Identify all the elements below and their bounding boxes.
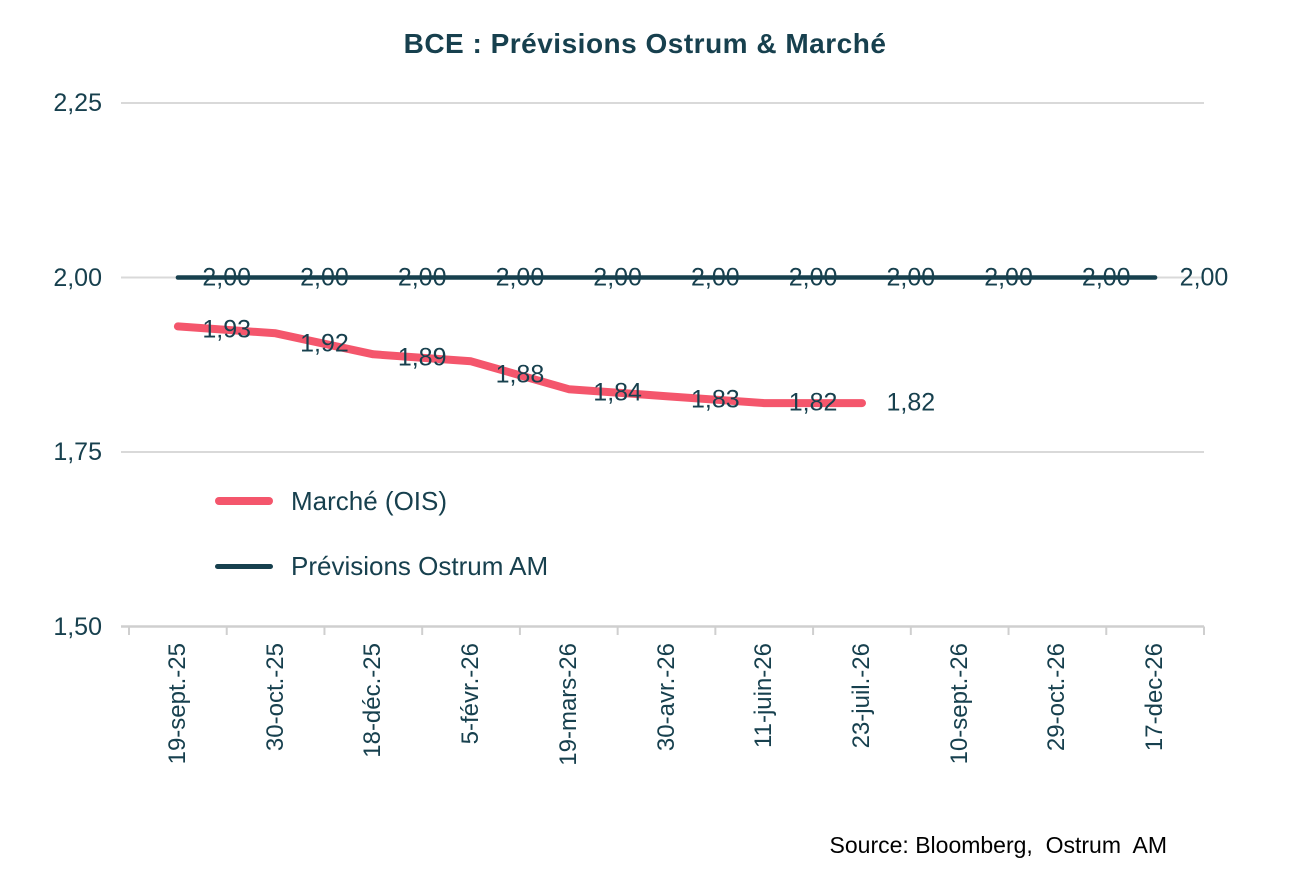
x-tick-label: 18-déc.-25 (359, 642, 387, 758)
y-tick-label: 2,00 (53, 263, 102, 292)
data-label: 2,00 (984, 263, 1033, 291)
x-tick-label: 23-juil.-26 (847, 642, 875, 748)
legend-item-0: Marché (OIS) (215, 485, 447, 517)
data-label: 1,92 (300, 329, 349, 358)
legend-line-swatch (215, 497, 273, 505)
legend-label: Marché (OIS) (291, 485, 448, 516)
chart-title: BCE : Prévisions Ostrum & Marché (403, 28, 887, 59)
data-label: 2,00 (397, 263, 447, 291)
data-label: 2,00 (691, 263, 740, 291)
data-label: 2,00 (202, 263, 252, 291)
x-tick-label: 30-avr.-26 (652, 642, 680, 751)
x-tick-label: 19-sept.-25 (163, 642, 191, 764)
source-note: Source: Bloomberg, Ostrum AM (829, 832, 1167, 858)
legend-line-swatch (215, 563, 273, 569)
data-label: 2,00 (593, 263, 642, 291)
data-label: 1,89 (397, 343, 447, 372)
data-label: 2,00 (788, 263, 838, 291)
data-label: 2,00 (886, 263, 936, 291)
data-label: 2,00 (495, 263, 545, 291)
data-label: 1,82 (788, 388, 838, 417)
legend-item-1: Prévisions Ostrum AM (215, 550, 548, 582)
x-tick-label: 19-mars-26 (554, 642, 582, 766)
series-line-0 (173, 322, 866, 408)
data-label: 2,00 (1081, 263, 1131, 291)
y-tick-label: 1,50 (53, 612, 102, 641)
x-tick-label: 5-févr.-26 (457, 642, 485, 744)
data-label: 2,00 (1179, 263, 1229, 291)
x-tick-label: 11-juin-26 (750, 642, 778, 748)
x-tick-label: 30-oct.-25 (261, 642, 289, 751)
data-label: 1,93 (202, 315, 252, 344)
data-label: 1,83 (691, 385, 740, 414)
x-tick-label: 10-sept.-26 (945, 642, 973, 764)
data-label: 1,84 (593, 378, 642, 407)
x-tick-label: 17-dec-26 (1141, 642, 1169, 751)
data-label: 1,88 (495, 360, 545, 389)
x-tick-label: 29-oct.-26 (1043, 642, 1071, 751)
legend-label: Prévisions Ostrum AM (291, 550, 549, 581)
data-label: 1,82 (886, 388, 936, 417)
y-tick-label: 2,25 (53, 89, 102, 117)
data-label: 2,00 (300, 263, 349, 291)
y-tick-label: 1,75 (53, 438, 102, 466)
